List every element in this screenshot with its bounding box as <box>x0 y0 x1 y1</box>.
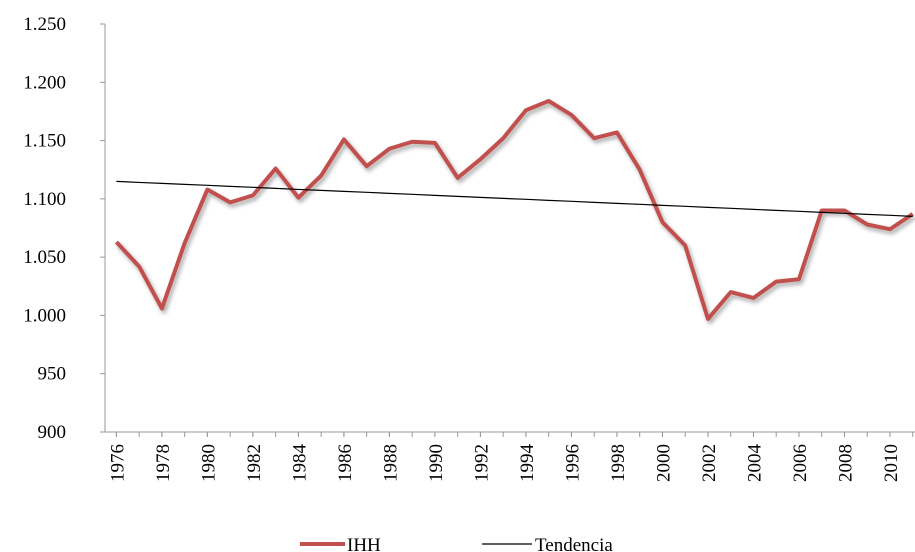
x-tick-label: 1994 <box>517 444 538 483</box>
y-tick-label: 1.150 <box>23 131 66 152</box>
x-tick-label: 1976 <box>107 444 128 482</box>
y-tick-label: 1.050 <box>23 247 66 268</box>
y-tick-label: 1.200 <box>23 72 66 93</box>
x-tick-label: 1986 <box>335 444 356 482</box>
x-tick-label: 1988 <box>380 444 401 482</box>
y-tick-label: 1.250 <box>23 14 66 35</box>
x-tick-label: 1980 <box>198 444 219 482</box>
y-tick-label: 950 <box>38 364 67 385</box>
series-line <box>116 180 913 217</box>
x-tick-label: 1982 <box>244 444 265 482</box>
series-line <box>114 98 914 321</box>
x-tick-label: 2006 <box>790 444 811 482</box>
x-tick-label: 2002 <box>699 444 720 482</box>
legend-label: Tendencia <box>535 535 613 552</box>
y-tick-label: 1.000 <box>23 305 66 326</box>
x-tick-label: 1996 <box>562 444 583 482</box>
x-tick-label: 2004 <box>744 444 765 483</box>
x-tick-label: 2000 <box>653 444 674 482</box>
x-tick-label: 2008 <box>835 444 856 482</box>
y-tick-label: 900 <box>38 422 67 443</box>
legend-label: IHH <box>347 535 381 552</box>
y-tick-label: 1.100 <box>23 189 66 210</box>
x-tick-label: 1992 <box>471 444 492 482</box>
x-tick-label: 1990 <box>426 444 447 482</box>
x-tick-label: 1984 <box>289 444 310 483</box>
x-tick-label: 1978 <box>153 444 174 482</box>
x-tick-label: 2010 <box>881 444 902 482</box>
x-tick-label: 1998 <box>608 444 629 482</box>
